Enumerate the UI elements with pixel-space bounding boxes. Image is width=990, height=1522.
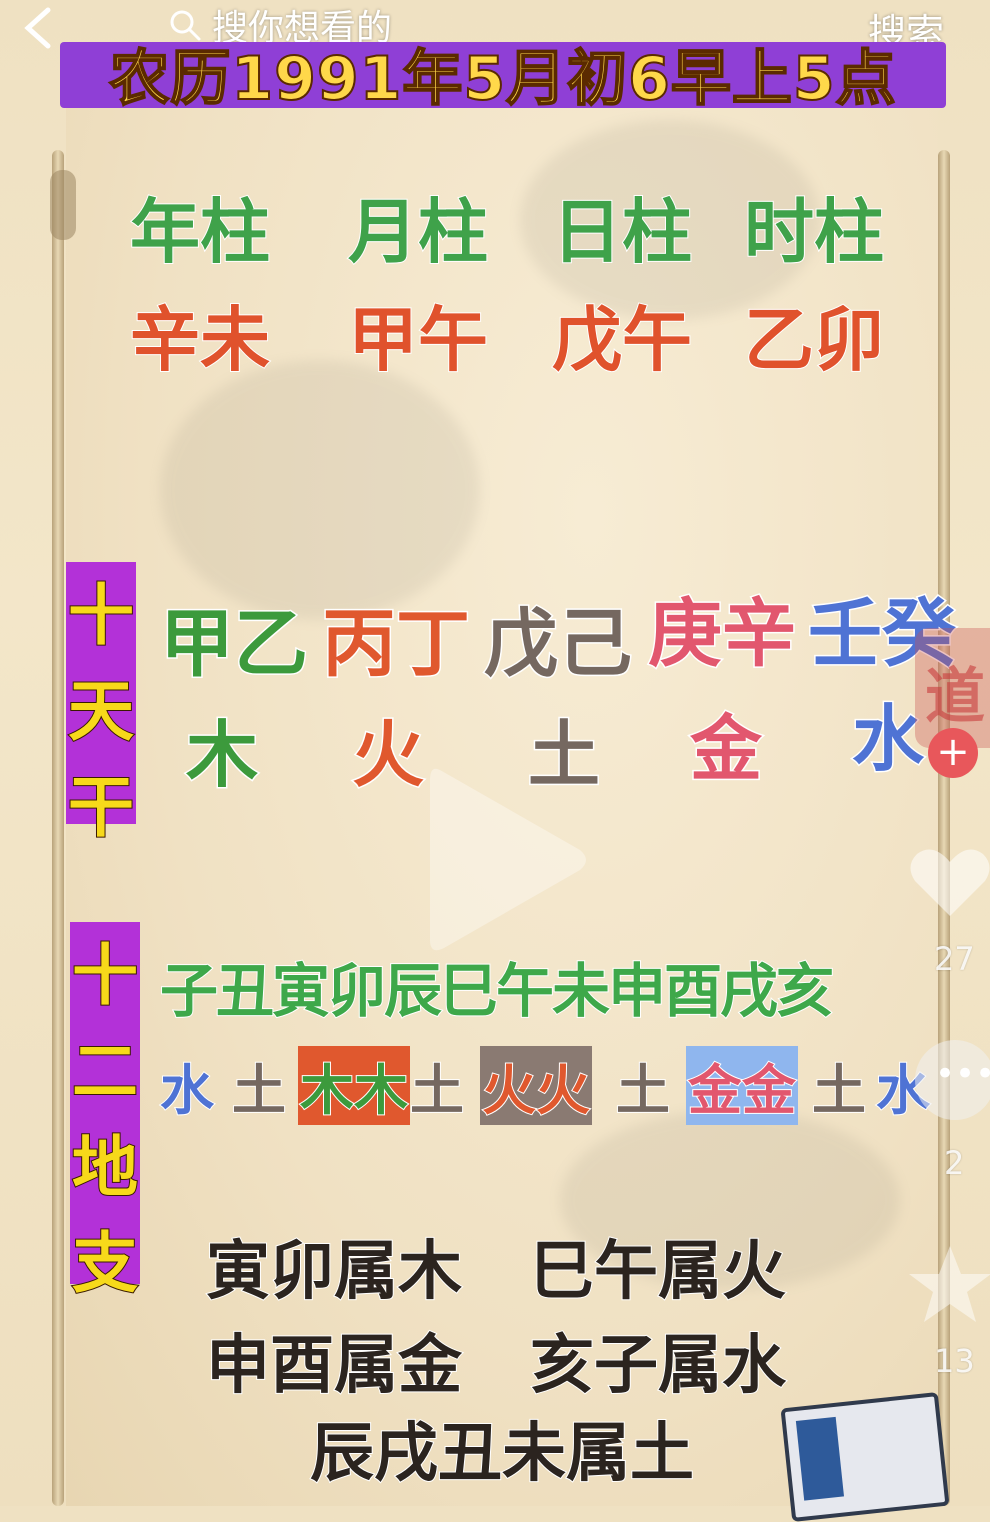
stem-element-water: 水 [850,696,925,783]
book-cover [795,1416,845,1501]
stem-group-wood: 甲乙 [159,600,310,689]
earthly-branches-list: 子丑寅卯辰巳午未申酉戌亥 [159,956,835,1026]
rule-metal: 申酉属金 [205,1328,463,1404]
branch-element: 土 [409,1058,465,1123]
stem-element-earth: 土 [526,712,601,799]
stem-element-metal: 金 [688,706,763,793]
pillar-value-year: 辛未 [129,298,271,382]
stem-group-fire: 丙丁 [321,600,472,689]
scroll-rod-left [52,150,64,1506]
pillar-header-year: 年柱 [129,190,271,274]
branch-element: 火 [481,1058,537,1123]
pillar-value-month: 甲午 [347,298,489,382]
branch-element: 土 [231,1058,287,1123]
ink-painting-decoration [160,360,480,620]
earthly-branches-label: 十 二 地 支 [70,922,140,1303]
pillar-header-hour: 时柱 [743,190,885,274]
back-arrow-icon[interactable] [20,6,60,50]
like-heart-icon[interactable] [905,836,990,926]
rule-fire: 巳午属火 [529,1234,787,1310]
label-char: 十 [67,576,135,655]
branch-element: 土 [615,1058,671,1123]
comment-dots: ••• [935,1054,990,1094]
rule-earth: 辰戌丑未属土 [309,1416,695,1492]
seal-char: 道 [925,662,985,732]
branch-element: 金 [741,1058,797,1123]
pillar-header-day: 日柱 [551,190,693,274]
scroll-rod-right [938,150,950,1506]
comment-icon[interactable]: ••• [915,1040,990,1120]
label-char: 地 [71,1128,139,1207]
like-count: 27 [934,940,975,978]
scroll-knob [50,170,76,240]
ink-painting-decoration [560,1110,900,1290]
comment-count: 2 [944,1144,965,1182]
label-char: 支 [71,1224,139,1303]
fire-highlight: 火火 [480,1045,592,1125]
label-char: 二 [71,1032,139,1111]
rule-wood: 寅卯属木 [205,1234,463,1310]
book-decoration [780,1392,950,1522]
wood-highlight: 木木 [298,1045,410,1125]
stem-element-wood: 木 [184,712,259,799]
title-band [60,42,946,108]
stem-element-fire: 火 [350,712,425,799]
branch-element: 金 [687,1058,743,1123]
stem-group-metal: 庚辛 [647,590,798,679]
branch-element: 水 [159,1058,215,1123]
pillar-value-day: 戊午 [551,298,693,382]
label-char: 十 [71,936,139,1015]
rule-water: 亥子属水 [529,1328,787,1404]
branch-element: 火 [535,1058,591,1123]
follow-plus-icon[interactable]: + [928,728,978,778]
play-icon[interactable] [420,760,590,960]
search-icon [170,10,201,41]
pillar-value-hour: 乙卯 [743,298,885,382]
label-char: 干 [67,768,135,847]
label-char: 天 [67,672,135,751]
page-title: 农历1991年5月初6早上5点 [108,43,897,115]
branch-element: 木 [353,1058,409,1123]
branch-element: 土 [811,1058,867,1123]
paper-background [66,90,938,1506]
heavenly-stems-label: 十 天 干 [66,562,136,847]
stem-group-earth: 戊己 [483,600,634,689]
branch-element: 木 [299,1058,355,1123]
pillar-header-month: 月柱 [347,190,489,274]
favorite-count: 13 [934,1342,975,1380]
branch-elements-row: 水 土 木木 土 火火 土 金金 土 水 [159,1045,931,1125]
ink-painting-decoration [520,120,820,320]
stem-group-water: 壬癸 [807,590,958,679]
metal-highlight: 金金 [686,1045,798,1125]
favorite-star-icon[interactable] [905,1240,990,1330]
